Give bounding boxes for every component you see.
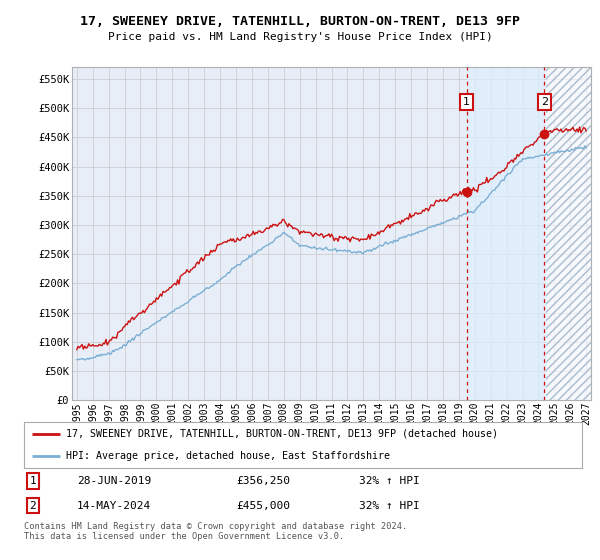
Text: £455,000: £455,000 (236, 501, 290, 511)
Text: 17, SWEENEY DRIVE, TATENHILL, BURTON-ON-TRENT, DE13 9FP: 17, SWEENEY DRIVE, TATENHILL, BURTON-ON-… (80, 15, 520, 27)
Text: 2: 2 (29, 501, 37, 511)
Text: £356,250: £356,250 (236, 476, 290, 486)
Text: 17, SWEENEY DRIVE, TATENHILL, BURTON-ON-TRENT, DE13 9FP (detached house): 17, SWEENEY DRIVE, TATENHILL, BURTON-ON-… (66, 428, 498, 438)
Text: 28-JUN-2019: 28-JUN-2019 (77, 476, 151, 486)
Text: 1: 1 (463, 97, 470, 108)
Bar (467, 67, 544, 400)
Text: 2: 2 (541, 97, 548, 108)
Text: Contains HM Land Registry data © Crown copyright and database right 2024.
This d: Contains HM Land Registry data © Crown c… (24, 522, 407, 542)
Text: 32% ↑ HPI: 32% ↑ HPI (359, 501, 419, 511)
Text: Price paid vs. HM Land Registry's House Price Index (HPI): Price paid vs. HM Land Registry's House … (107, 32, 493, 43)
Text: HPI: Average price, detached house, East Staffordshire: HPI: Average price, detached house, East… (66, 451, 390, 461)
Bar (547, 67, 591, 400)
Text: 1: 1 (29, 476, 37, 486)
Bar (547, 67, 591, 400)
Text: 14-MAY-2024: 14-MAY-2024 (77, 501, 151, 511)
Text: 32% ↑ HPI: 32% ↑ HPI (359, 476, 419, 486)
